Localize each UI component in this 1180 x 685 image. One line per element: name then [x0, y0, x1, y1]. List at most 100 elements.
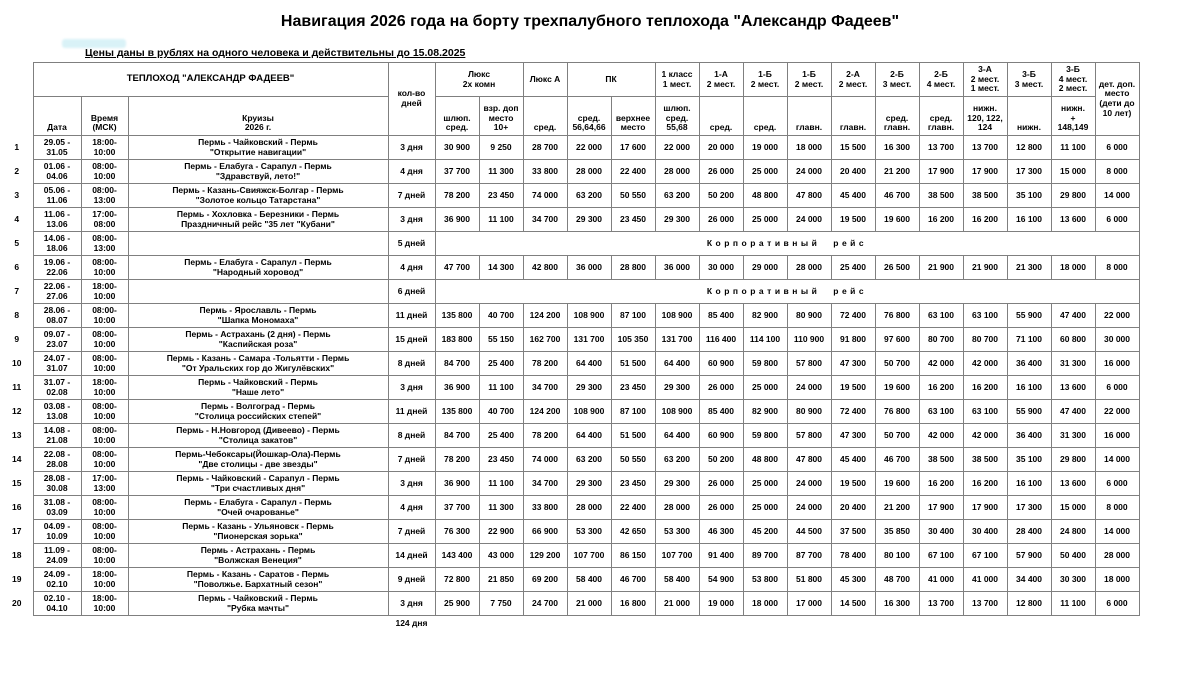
price-cell: 76 800 — [874, 303, 920, 328]
deck-sub-header: сред. главн. — [918, 96, 964, 136]
date-cell: 31.07 - 02.08 — [32, 375, 82, 400]
price-cell: 18 000 — [1050, 255, 1096, 280]
price-cell: 16 200 — [918, 471, 964, 496]
time-cell: 17:00- 08:00 — [80, 207, 129, 232]
price-cell: 54 900 — [698, 567, 744, 592]
days-cell: 6 дней — [387, 279, 436, 304]
price-cell: 31 300 — [1050, 351, 1096, 376]
row-number: 3 — [1, 183, 33, 208]
price-cell: 36 400 — [1006, 423, 1052, 448]
price-cell: 91 800 — [830, 327, 876, 352]
price-cell: 107 700 — [566, 543, 612, 568]
time-cell: 08:00- 10:00 — [80, 447, 129, 472]
price-cell: 37 700 — [434, 159, 480, 184]
price-cell: 22 000 — [654, 135, 700, 160]
price-cell: 45 200 — [742, 519, 788, 544]
price-cell: 162 700 — [522, 327, 568, 352]
col-header-children: дет. доп. место (дети до 10 лет) — [1094, 62, 1140, 136]
price-cell: 43 000 — [478, 543, 524, 568]
price-cell: 50 550 — [610, 183, 656, 208]
row-number: 9 — [1, 327, 33, 352]
price-cell: 78 200 — [522, 351, 568, 376]
price-cell: 11 100 — [478, 375, 524, 400]
price-cell: 63 200 — [654, 183, 700, 208]
price-cell: 15 000 — [1050, 159, 1096, 184]
date-cell: 03.08 - 13.08 — [32, 399, 82, 424]
price-cell: 42 000 — [918, 351, 964, 376]
cabin-class-header: 1 класс 1 мест. — [654, 62, 700, 97]
price-cell: 108 900 — [566, 399, 612, 424]
price-cell: 14 000 — [1094, 183, 1140, 208]
price-cell: 36 900 — [434, 207, 480, 232]
price-cell: 80 900 — [786, 303, 832, 328]
cabin-class-header: Люкс 2х комн — [434, 62, 524, 97]
price-cell: 48 800 — [742, 183, 788, 208]
price-cell: 64 400 — [566, 351, 612, 376]
cruise-cell: Пермь - Чайковский - Пермь "Открытие нав… — [127, 135, 389, 160]
price-cell: 23 450 — [610, 207, 656, 232]
price-cell: 23 450 — [610, 375, 656, 400]
time-cell: 18:00- 10:00 — [80, 567, 129, 592]
price-cell: 30 900 — [434, 135, 480, 160]
date-cell: 19.06 - 22.06 — [32, 255, 82, 280]
price-cell: 30 000 — [698, 255, 744, 280]
price-cell: 116 400 — [698, 327, 744, 352]
price-cell: 63 200 — [654, 447, 700, 472]
price-cell: 55 900 — [1006, 303, 1052, 328]
price-cell: 31 300 — [1050, 423, 1096, 448]
table-row: 3 05.06 - 11.06 08:00- 13:00 Пермь - Казань… — [1, 183, 1140, 208]
price-cell: 108 900 — [654, 303, 700, 328]
navigation-schedule-table: ТЕПЛОХОД "АЛЕКСАНДР ФАДЕЕВ" кол-во дней Лю… — [1, 62, 1140, 616]
price-cell: 17 900 — [918, 495, 964, 520]
days-cell: 14 дней — [387, 543, 436, 568]
price-cell: 16 300 — [874, 135, 920, 160]
time-cell: 08:00- 10:00 — [80, 351, 129, 376]
price-cell: 105 350 — [610, 327, 656, 352]
price-cell: 20 000 — [698, 135, 744, 160]
price-cell: 124 200 — [522, 303, 568, 328]
deck-sub-header: главн. — [786, 96, 832, 136]
price-cell: 24 700 — [522, 591, 568, 616]
price-cell: 15 500 — [830, 135, 876, 160]
price-cell: 6 000 — [1094, 591, 1140, 616]
price-cell: 64 400 — [654, 423, 700, 448]
cruise-cell: Пермь - Чайковский - Пермь "Рубка мачты" — [127, 591, 389, 616]
price-cell: 40 700 — [478, 399, 524, 424]
price-cell: 80 700 — [918, 327, 964, 352]
price-cell: 74 000 — [522, 183, 568, 208]
row-number: 13 — [1, 423, 33, 448]
price-cell: 13 700 — [962, 591, 1008, 616]
time-cell: 18:00- 10:00 — [80, 375, 129, 400]
total-days: 124 дня — [395, 618, 428, 628]
row-number: 16 — [1, 495, 33, 520]
price-cell: 34 700 — [522, 375, 568, 400]
price-cell: 14 500 — [830, 591, 876, 616]
price-cell: 47 800 — [786, 447, 832, 472]
price-cell: 64 400 — [566, 423, 612, 448]
price-validity-note: Цены даны в рублях на одного человека и … — [85, 47, 466, 59]
price-cell: 143 400 — [434, 543, 480, 568]
price-cell: 35 100 — [1006, 447, 1052, 472]
time-cell: 08:00- 10:00 — [80, 159, 129, 184]
price-cell: 22 900 — [478, 519, 524, 544]
ship-header: ТЕПЛОХОД "АЛЕКСАНДР ФАДЕЕВ" — [32, 62, 389, 97]
price-cell: 6 000 — [1094, 471, 1140, 496]
price-cell: 21 300 — [1006, 255, 1052, 280]
col-header-days: кол-во дней — [387, 62, 436, 136]
price-cell: 46 700 — [874, 447, 920, 472]
days-cell: 7 дней — [387, 447, 436, 472]
price-cell: 63 200 — [566, 447, 612, 472]
price-cell: 42 000 — [918, 423, 964, 448]
price-cell: 34 700 — [522, 471, 568, 496]
price-cell: 25 000 — [742, 471, 788, 496]
row-number: 19 — [1, 567, 33, 592]
price-cell: 110 900 — [786, 327, 832, 352]
price-cell: 21 200 — [874, 159, 920, 184]
date-cell: 29.05 - 31.05 — [32, 135, 82, 160]
deck-sub-header: сред. — [698, 96, 744, 136]
price-cell: 17 900 — [918, 159, 964, 184]
price-cell: 25 900 — [434, 591, 480, 616]
highlight-artifact — [62, 39, 126, 48]
price-cell: 13 700 — [962, 135, 1008, 160]
